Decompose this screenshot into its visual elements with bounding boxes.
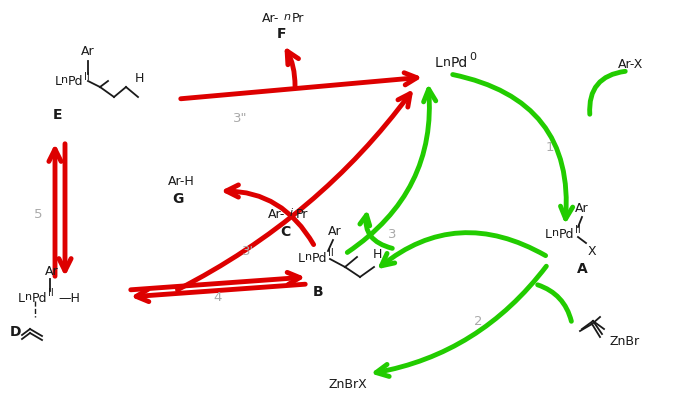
Text: 3': 3' <box>242 245 254 258</box>
Text: 5: 5 <box>34 208 42 221</box>
Text: D: D <box>10 324 22 338</box>
Text: 1: 1 <box>546 141 554 154</box>
Text: 0: 0 <box>469 52 476 62</box>
Text: H: H <box>135 72 144 85</box>
Text: n: n <box>552 228 559 237</box>
Text: Ar-X: Ar-X <box>618 58 643 71</box>
Text: L: L <box>298 252 305 264</box>
Text: 3: 3 <box>388 228 396 241</box>
Text: n: n <box>305 252 312 261</box>
Text: X: X <box>588 244 596 257</box>
Text: ZnBr: ZnBr <box>610 334 640 347</box>
FancyArrowPatch shape <box>347 90 436 253</box>
FancyArrowPatch shape <box>453 75 573 219</box>
Text: II: II <box>48 287 54 297</box>
Text: Ar: Ar <box>46 264 59 277</box>
Text: II: II <box>328 247 334 257</box>
FancyArrowPatch shape <box>59 145 71 271</box>
Text: Pd: Pd <box>559 228 575 241</box>
Text: L: L <box>435 56 442 70</box>
Text: 4: 4 <box>214 291 222 304</box>
Text: H: H <box>373 247 382 260</box>
Text: n: n <box>25 291 32 301</box>
Text: n: n <box>61 75 68 85</box>
Text: C: C <box>280 224 290 239</box>
FancyArrowPatch shape <box>376 266 546 377</box>
FancyArrowPatch shape <box>589 72 625 115</box>
Text: L: L <box>18 291 25 304</box>
FancyArrowPatch shape <box>136 284 305 302</box>
Text: II: II <box>575 224 581 234</box>
Text: Pd: Pd <box>32 291 48 304</box>
FancyArrowPatch shape <box>181 74 416 100</box>
Text: Pd: Pd <box>68 75 83 88</box>
Text: i: i <box>290 207 293 217</box>
Text: A: A <box>577 261 588 275</box>
FancyArrowPatch shape <box>538 285 571 322</box>
Text: Pr: Pr <box>292 12 304 25</box>
Text: Pr: Pr <box>296 207 309 220</box>
Text: B: B <box>313 284 323 298</box>
Text: Ar-: Ar- <box>268 207 286 220</box>
FancyArrowPatch shape <box>382 233 545 266</box>
FancyArrowPatch shape <box>131 273 300 290</box>
Text: Pd: Pd <box>312 252 328 264</box>
Text: Ar: Ar <box>328 224 342 237</box>
Text: ZnBrX: ZnBrX <box>328 377 368 390</box>
FancyArrowPatch shape <box>226 185 314 245</box>
Text: Ar: Ar <box>575 202 589 215</box>
Text: Ar-H: Ar-H <box>168 175 195 188</box>
Text: L: L <box>545 228 552 241</box>
Text: G: G <box>172 192 183 205</box>
Text: Pd: Pd <box>451 56 468 70</box>
Text: n: n <box>443 56 451 69</box>
Text: L: L <box>55 75 62 88</box>
Text: 3": 3" <box>232 111 247 124</box>
Text: —H: —H <box>58 291 80 304</box>
Text: Ar: Ar <box>81 45 94 58</box>
Text: Ar-: Ar- <box>262 12 279 25</box>
Text: E: E <box>53 108 63 122</box>
FancyArrowPatch shape <box>178 94 410 290</box>
Text: F: F <box>277 27 287 41</box>
Text: 2: 2 <box>474 315 482 328</box>
FancyArrowPatch shape <box>360 215 392 249</box>
FancyArrowPatch shape <box>287 52 298 87</box>
FancyArrowPatch shape <box>49 150 61 277</box>
Text: II: II <box>84 72 90 82</box>
Text: n: n <box>284 12 291 22</box>
